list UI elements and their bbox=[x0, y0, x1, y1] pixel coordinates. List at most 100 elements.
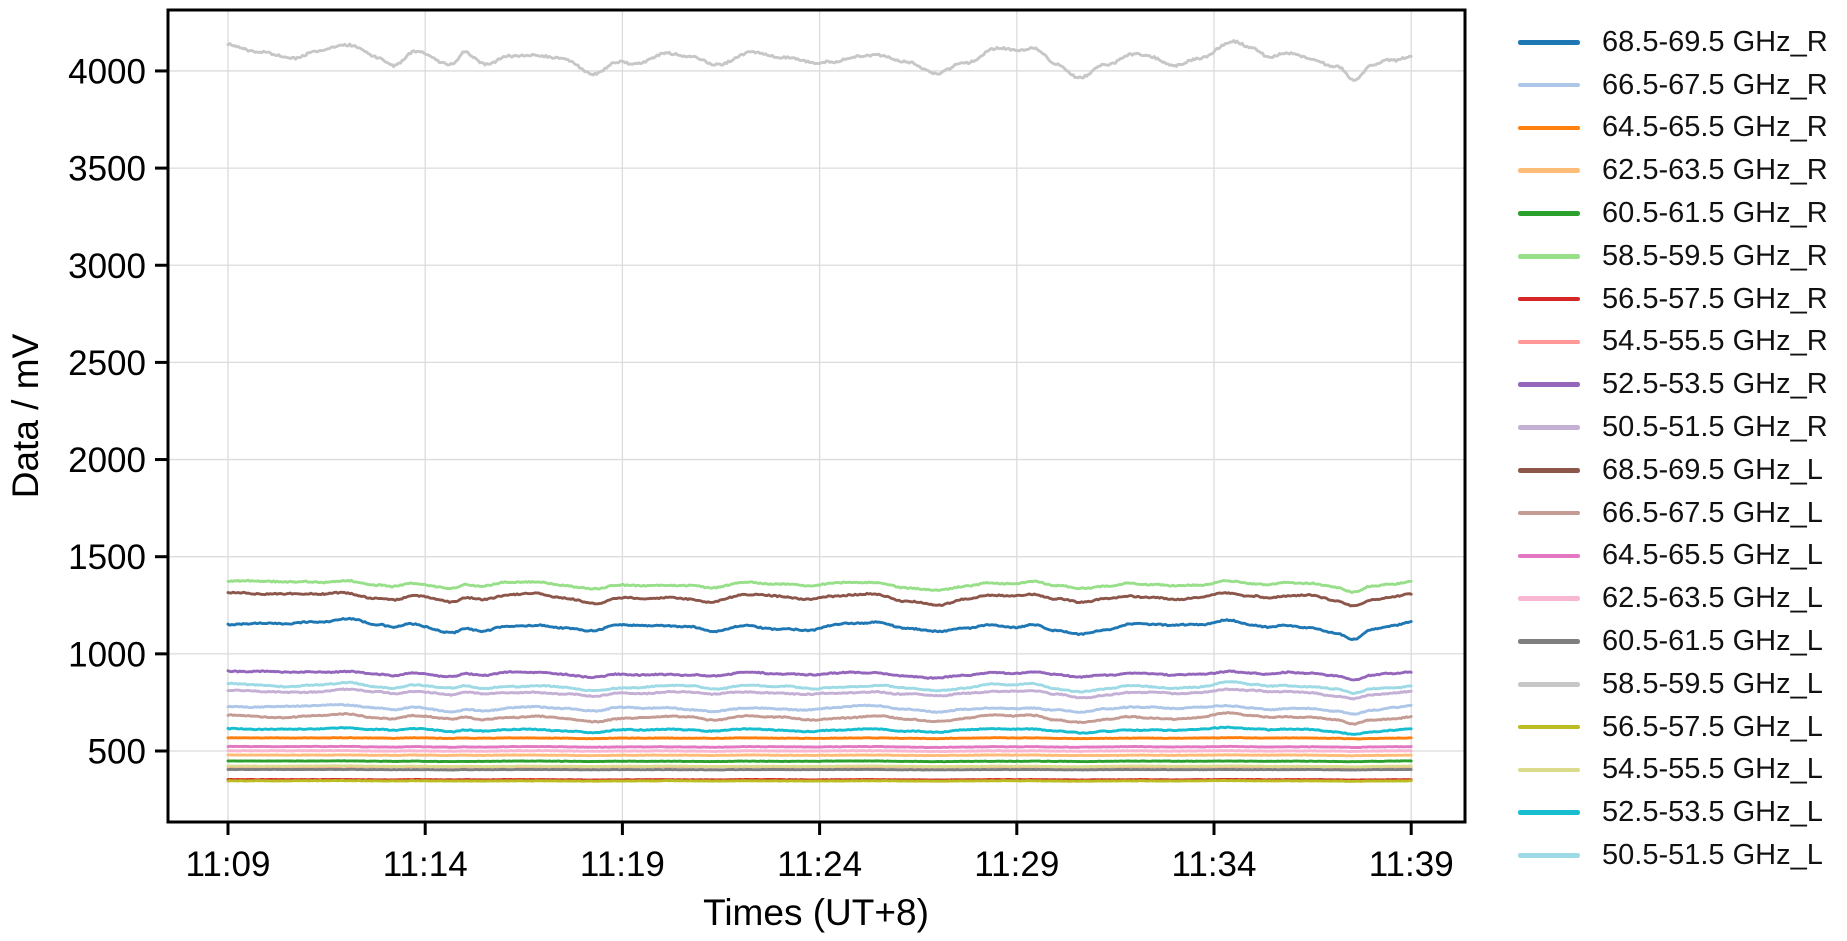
x-tick-label: 11:34 bbox=[1172, 845, 1257, 884]
y-tick-label: 1500 bbox=[68, 538, 146, 577]
legend-item-68.5-69.5 GHz_R: 68.5-69.5 GHz_R bbox=[1518, 21, 1828, 64]
legend-swatch bbox=[1518, 810, 1580, 816]
legend-item-58.5-59.5 GHz_L: 58.5-59.5 GHz_L bbox=[1518, 663, 1828, 706]
series-line-58.5-59.5 GHz_L bbox=[226, 39, 1413, 82]
legend-swatch bbox=[1518, 853, 1580, 858]
y-tick-label: 2500 bbox=[68, 344, 146, 383]
legend-swatch bbox=[1518, 211, 1580, 216]
series-line-62.5-63.5 GHz_R bbox=[226, 753, 1413, 758]
axis-ticks bbox=[155, 69, 1413, 835]
legend-item-64.5-65.5 GHz_L: 64.5-65.5 GHz_L bbox=[1518, 535, 1828, 578]
legend-label: 62.5-63.5 GHz_L bbox=[1602, 582, 1823, 615]
legend-swatch bbox=[1518, 724, 1580, 730]
legend-item-52.5-53.5 GHz_R: 52.5-53.5 GHz_R bbox=[1518, 363, 1828, 406]
legend-label: 68.5-69.5 GHz_L bbox=[1602, 453, 1823, 486]
y-tick-label: 500 bbox=[88, 733, 146, 772]
legend-label: 58.5-59.5 GHz_L bbox=[1602, 667, 1823, 700]
legend-label: 54.5-55.5 GHz_L bbox=[1602, 753, 1823, 786]
x-tick-label: 11:19 bbox=[580, 845, 665, 884]
data-lines bbox=[226, 39, 1413, 783]
legend-label: 66.5-67.5 GHz_R bbox=[1602, 68, 1828, 101]
legend: 68.5-69.5 GHz_R 66.5-67.5 GHz_R 64.5-65.5 … bbox=[1518, 21, 1828, 877]
legend-swatch bbox=[1518, 682, 1580, 687]
y-axis-label: Data / mV bbox=[5, 333, 46, 498]
series-line-50.5-51.5 GHz_R bbox=[226, 687, 1413, 701]
x-tick-label: 11:09 bbox=[186, 845, 271, 884]
series-line-58.5-59.5 GHz_R bbox=[226, 578, 1413, 595]
legend-label: 58.5-59.5 GHz_R bbox=[1602, 239, 1828, 272]
x-tick-label: 11:14 bbox=[383, 845, 468, 884]
legend-item-60.5-61.5 GHz_L: 60.5-61.5 GHz_L bbox=[1518, 620, 1828, 663]
x-tick-label: 11:24 bbox=[777, 845, 862, 884]
y-tick-label: 3500 bbox=[68, 150, 146, 189]
legend-swatch bbox=[1518, 125, 1580, 131]
legend-label: 52.5-53.5 GHz_R bbox=[1602, 368, 1828, 401]
legend-item-62.5-63.5 GHz_R: 62.5-63.5 GHz_R bbox=[1518, 149, 1828, 192]
series-line-66.5-67.5 GHz_L bbox=[226, 711, 1413, 726]
legend-label: 52.5-53.5 GHz_L bbox=[1602, 796, 1823, 829]
legend-item-54.5-55.5 GHz_L: 54.5-55.5 GHz_L bbox=[1518, 749, 1828, 792]
legend-swatch bbox=[1518, 596, 1580, 602]
legend-label: 50.5-51.5 GHz_L bbox=[1602, 839, 1823, 872]
legend-label: 62.5-63.5 GHz_R bbox=[1602, 154, 1828, 187]
x-tick-label: 11:29 bbox=[974, 845, 1059, 884]
series-line-52.5-53.5 GHz_L bbox=[226, 725, 1413, 736]
series-line-68.5-69.5 GHz_L bbox=[226, 590, 1413, 608]
legend-item-68.5-69.5 GHz_L: 68.5-69.5 GHz_L bbox=[1518, 449, 1828, 492]
legend-swatch bbox=[1518, 767, 1580, 773]
x-tick-label: 11:39 bbox=[1369, 845, 1454, 884]
legend-item-66.5-67.5 GHz_L: 66.5-67.5 GHz_L bbox=[1518, 492, 1828, 535]
legend-label: 64.5-65.5 GHz_R bbox=[1602, 111, 1828, 144]
legend-swatch bbox=[1518, 382, 1580, 388]
gridlines bbox=[168, 10, 1465, 822]
legend-swatch bbox=[1518, 468, 1580, 473]
legend-swatch bbox=[1518, 254, 1580, 259]
legend-label: 68.5-69.5 GHz_R bbox=[1602, 25, 1828, 58]
legend-label: 60.5-61.5 GHz_L bbox=[1602, 625, 1823, 658]
series-line-56.5-57.5 GHz_L bbox=[226, 779, 1413, 783]
plot-border bbox=[166, 8, 1467, 824]
legend-label: 56.5-57.5 GHz_L bbox=[1602, 710, 1823, 743]
legend-swatch bbox=[1518, 82, 1580, 88]
y-tick-label: 3000 bbox=[68, 247, 146, 286]
legend-label: 50.5-51.5 GHz_R bbox=[1602, 411, 1828, 444]
legend-item-64.5-65.5 GHz_R: 64.5-65.5 GHz_R bbox=[1518, 107, 1828, 150]
y-tick-label: 1000 bbox=[68, 635, 146, 674]
series-line-64.5-65.5 GHz_L bbox=[226, 744, 1413, 750]
tick-labels: 11:09 11:14 11:19 11:24 11:29 11:34 11:39 500 10… bbox=[68, 52, 1454, 884]
legend-label: 54.5-55.5 GHz_R bbox=[1602, 325, 1828, 358]
legend-label: 64.5-65.5 GHz_L bbox=[1602, 539, 1823, 572]
legend-swatch bbox=[1518, 553, 1580, 559]
legend-item-60.5-61.5 GHz_R: 60.5-61.5 GHz_R bbox=[1518, 192, 1828, 235]
series-line-60.5-61.5 GHz_R bbox=[226, 759, 1413, 764]
legend-item-54.5-55.5 GHz_R: 54.5-55.5 GHz_R bbox=[1518, 321, 1828, 364]
x-axis-label: Times (UT+8) bbox=[703, 892, 929, 933]
legend-swatch bbox=[1518, 296, 1580, 302]
series-line-54.5-55.5 GHz_L bbox=[226, 764, 1413, 769]
legend-swatch bbox=[1518, 339, 1580, 345]
series-line-60.5-61.5 GHz_L bbox=[226, 767, 1413, 772]
series-line-64.5-65.5 GHz_R bbox=[226, 736, 1413, 741]
legend-label: 56.5-57.5 GHz_R bbox=[1602, 282, 1828, 315]
legend-item-50.5-51.5 GHz_L: 50.5-51.5 GHz_L bbox=[1518, 834, 1828, 877]
legend-label: 60.5-61.5 GHz_R bbox=[1602, 197, 1828, 230]
legend-item-50.5-51.5 GHz_R: 50.5-51.5 GHz_R bbox=[1518, 406, 1828, 449]
legend-item-56.5-57.5 GHz_L: 56.5-57.5 GHz_L bbox=[1518, 706, 1828, 749]
legend-swatch bbox=[1518, 425, 1580, 430]
legend-label: 66.5-67.5 GHz_L bbox=[1602, 496, 1823, 529]
legend-swatch bbox=[1518, 40, 1580, 45]
legend-swatch bbox=[1518, 639, 1580, 644]
legend-item-62.5-63.5 GHz_L: 62.5-63.5 GHz_L bbox=[1518, 577, 1828, 620]
y-tick-label: 4000 bbox=[68, 52, 146, 91]
legend-swatch bbox=[1518, 510, 1580, 516]
series-line-50.5-51.5 GHz_L bbox=[226, 680, 1413, 696]
legend-item-52.5-53.5 GHz_L: 52.5-53.5 GHz_L bbox=[1518, 791, 1828, 834]
legend-swatch bbox=[1518, 168, 1580, 174]
series-line-66.5-67.5 GHz_R bbox=[226, 702, 1413, 716]
legend-item-56.5-57.5 GHz_R: 56.5-57.5 GHz_R bbox=[1518, 278, 1828, 321]
series-line-52.5-53.5 GHz_R bbox=[226, 669, 1413, 682]
series-line-68.5-69.5 GHz_R bbox=[226, 616, 1413, 642]
series-line-62.5-63.5 GHz_L bbox=[226, 749, 1413, 753]
